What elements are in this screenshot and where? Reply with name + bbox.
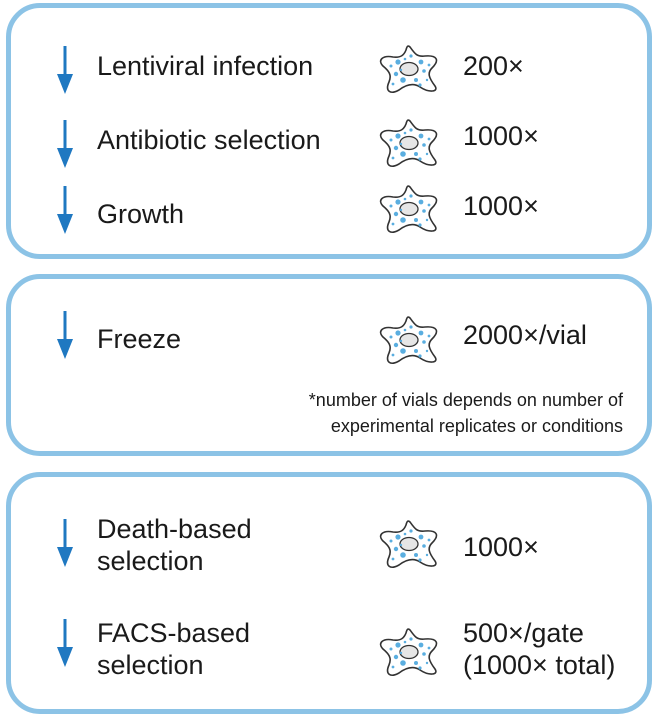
step-label: Lentiviral infection bbox=[97, 51, 314, 81]
cell-count: 1000× bbox=[463, 532, 539, 562]
cell-count: 1000× bbox=[463, 121, 539, 151]
cell-count: 1000× bbox=[463, 191, 539, 221]
down-arrow-icon bbox=[55, 120, 75, 168]
down-arrow-icon bbox=[55, 46, 75, 94]
cell-count: 2000×/vial bbox=[463, 320, 587, 350]
cell-icon bbox=[377, 184, 443, 234]
panel-selection: Death-based selection 1000× FACS-based s… bbox=[6, 472, 652, 714]
step-label: Death-based selection bbox=[97, 514, 252, 576]
cell-icon bbox=[377, 519, 443, 569]
cell-icon bbox=[377, 44, 443, 94]
step-label: Freeze bbox=[97, 324, 182, 354]
cell-icon bbox=[377, 315, 443, 365]
step-label: Antibiotic selection bbox=[97, 125, 321, 155]
down-arrow-icon bbox=[55, 311, 75, 359]
down-arrow-icon bbox=[55, 619, 75, 667]
panel-freeze: Freeze 2000×/vial *number of vials depen… bbox=[6, 274, 652, 456]
cell-icon bbox=[377, 118, 443, 168]
cell-count: 200× bbox=[463, 51, 524, 81]
cell-count: 500×/gate (1000× total) bbox=[463, 618, 616, 680]
step-label: FACS-based selection bbox=[97, 618, 251, 680]
cell-icon bbox=[377, 627, 443, 677]
down-arrow-icon bbox=[55, 186, 75, 234]
panel-library-preparation: Lentiviral infection 200× Antibiotic sel… bbox=[6, 3, 652, 259]
vials-footnote: *number of vials depends on number of ex… bbox=[308, 390, 623, 436]
step-label: Growth bbox=[97, 199, 185, 229]
down-arrow-icon bbox=[55, 519, 75, 567]
